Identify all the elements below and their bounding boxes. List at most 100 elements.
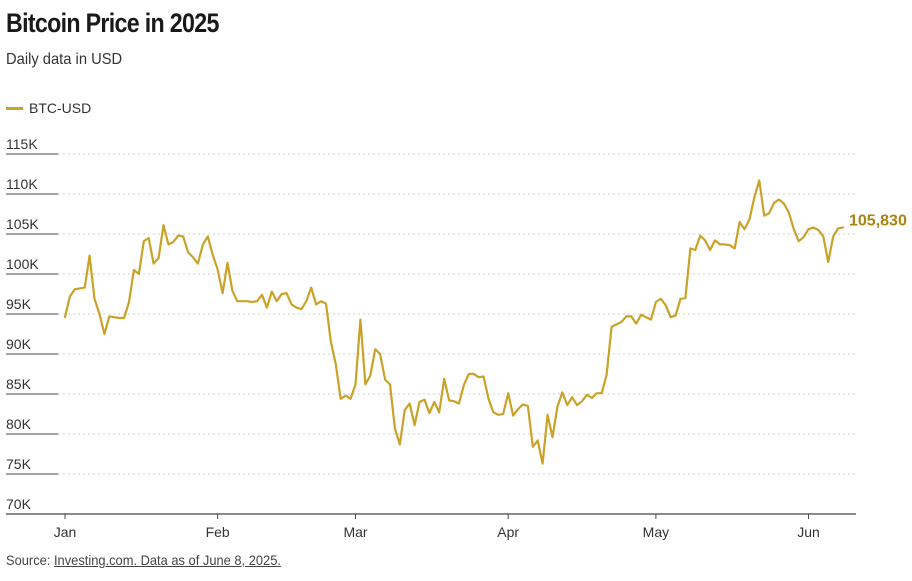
data-point xyxy=(547,414,549,416)
data-point xyxy=(118,317,120,319)
data-point xyxy=(226,262,228,264)
chart-title: Bitcoin Price in 2025 xyxy=(6,8,219,38)
data-point xyxy=(266,307,268,309)
data-point xyxy=(246,300,248,302)
data-point xyxy=(655,301,657,303)
data-point xyxy=(354,383,356,385)
chart-subtitle: Daily data in USD xyxy=(6,51,123,68)
data-point xyxy=(832,235,834,237)
data-point xyxy=(74,288,76,290)
data-point xyxy=(133,269,135,271)
y-tick-label: 100K xyxy=(6,256,39,272)
data-point xyxy=(527,405,529,407)
data-point xyxy=(625,315,627,317)
data-point xyxy=(438,411,440,413)
data-point xyxy=(798,240,800,242)
data-point xyxy=(714,239,716,241)
data-point xyxy=(148,237,150,239)
x-tick-label: Apr xyxy=(497,524,519,540)
data-point xyxy=(615,323,617,325)
data-point xyxy=(571,396,573,398)
data-point xyxy=(305,300,307,302)
data-point xyxy=(158,257,160,259)
data-point xyxy=(84,287,86,289)
data-point xyxy=(709,249,711,251)
data-point xyxy=(286,292,288,294)
data-point xyxy=(231,290,233,292)
data-point xyxy=(487,398,489,400)
y-tick-label: 115K xyxy=(6,136,38,152)
data-point xyxy=(551,436,553,438)
data-point xyxy=(502,413,504,415)
data-point xyxy=(734,247,736,249)
data-point xyxy=(532,446,534,448)
data-point xyxy=(482,375,484,377)
data-point xyxy=(197,263,199,265)
data-point xyxy=(576,404,578,406)
data-point xyxy=(596,392,598,394)
data-point xyxy=(507,392,509,394)
data-point xyxy=(822,235,824,237)
x-tick-label: Jan xyxy=(54,524,77,540)
data-point xyxy=(418,401,420,403)
data-point xyxy=(512,415,514,417)
source-link[interactable]: Investing.com. Data as of June 8, 2025. xyxy=(53,552,281,568)
data-point xyxy=(473,373,475,375)
data-point xyxy=(138,273,140,275)
legend-swatch xyxy=(6,106,23,110)
data-point xyxy=(640,314,642,316)
y-tick-label: 70K xyxy=(6,496,32,512)
data-point xyxy=(581,400,583,402)
data-point xyxy=(606,374,608,376)
data-point xyxy=(167,243,169,245)
data-point xyxy=(364,383,366,385)
data-point xyxy=(660,298,662,300)
data-point xyxy=(271,291,273,293)
data-point xyxy=(399,443,401,445)
data-point xyxy=(369,375,371,377)
data-point xyxy=(743,228,745,230)
data-point xyxy=(300,308,302,310)
data-point xyxy=(192,256,194,258)
data-point xyxy=(93,298,95,300)
data-point xyxy=(675,315,677,317)
data-point xyxy=(635,323,637,325)
legend: BTC-USD xyxy=(6,100,91,116)
data-point xyxy=(207,235,209,237)
y-tick-label: 110K xyxy=(6,176,38,192)
data-point xyxy=(315,303,317,305)
data-point xyxy=(463,384,465,386)
data-point xyxy=(827,261,829,263)
x-tick-label: Jun xyxy=(797,524,820,540)
y-axis: 70K 75K 80K 85K 90K 95K 100K 105K 110K 115K xyxy=(6,136,58,515)
data-point xyxy=(817,229,819,231)
data-point xyxy=(320,300,322,302)
legend-label: BTC-USD xyxy=(29,100,92,116)
x-axis: Jan Feb Mar Apr May Jun xyxy=(54,514,820,540)
data-point xyxy=(556,406,558,408)
series-layer: 105,830 xyxy=(63,179,907,465)
data-point xyxy=(414,424,416,426)
y-tick-label: 95K xyxy=(6,296,32,312)
data-point xyxy=(261,294,263,296)
data-point xyxy=(670,316,672,318)
data-point xyxy=(768,212,770,214)
data-point xyxy=(222,292,224,294)
data-point xyxy=(704,239,706,241)
data-point xyxy=(620,321,622,323)
x-tick-label: May xyxy=(643,524,669,540)
x-tick-label: Feb xyxy=(206,524,230,540)
data-point xyxy=(182,235,184,237)
source-prefix: Source: xyxy=(6,552,54,568)
data-point xyxy=(611,326,613,328)
series-line-btc-usd xyxy=(63,179,845,465)
data-point xyxy=(187,251,189,253)
x-tick-label: Mar xyxy=(343,524,367,540)
data-point xyxy=(290,303,292,305)
data-point xyxy=(217,268,219,270)
end-value-label: 105,830 xyxy=(849,212,907,229)
data-point xyxy=(665,304,667,306)
data-point xyxy=(394,427,396,429)
data-point xyxy=(404,409,406,411)
